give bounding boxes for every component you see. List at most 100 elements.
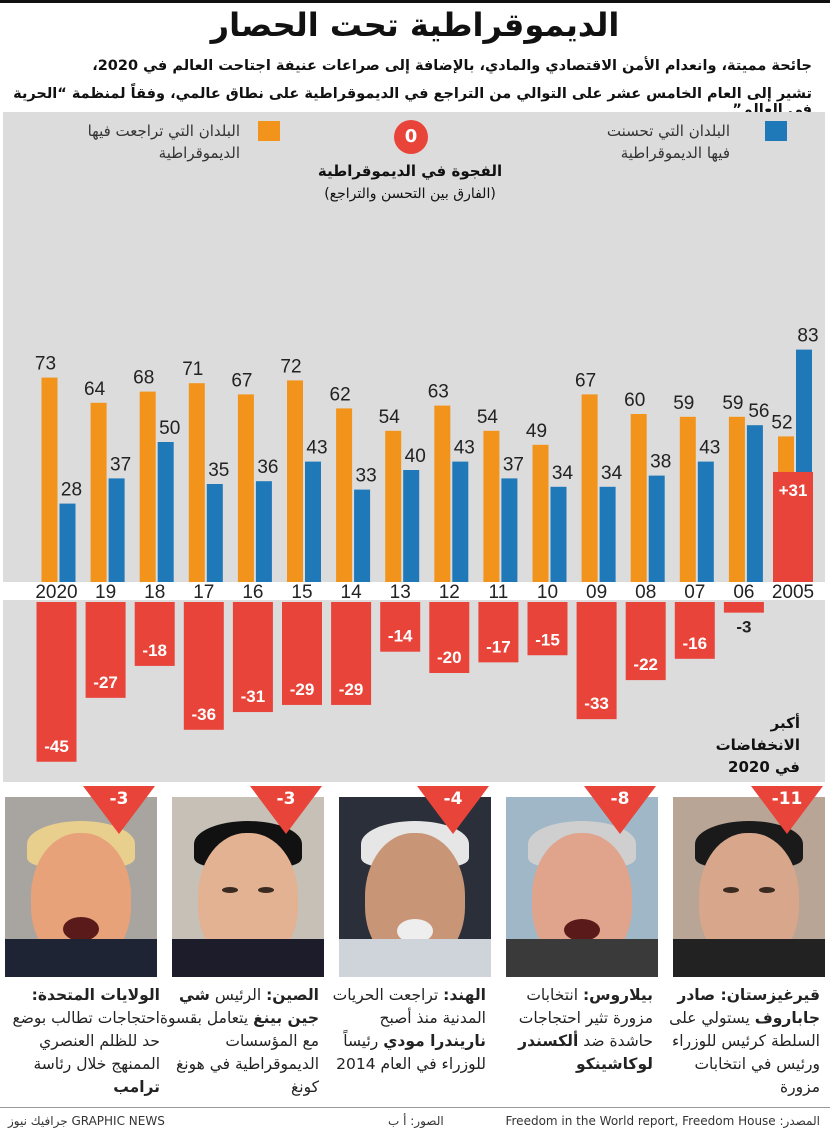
bar-declined [630,414,647,582]
suit-shape [339,939,491,977]
eye-shape [222,887,238,893]
bar-improved [501,478,518,582]
value-label-declined: 52 [771,412,792,433]
gap-label: 27- [93,673,118,692]
card-body-2: يتعامل بقسوة مع المؤسسات الديموقراطية في… [159,1009,319,1096]
badge-triangle [83,786,155,834]
value-label-declined: 67 [231,370,252,391]
footer-photos: الصور: أ ب [388,1114,444,1128]
axis-strip [3,582,825,600]
card-body: تراجعت الحريات المدنية منذ أصبح [332,986,486,1027]
value-label-improved: 43 [306,438,327,459]
bar-declined [139,391,156,582]
value-label-improved: 33 [356,466,377,487]
value-label-declined: 60 [624,390,645,411]
bar-declined [41,377,58,582]
x-tick-label: 15 [291,582,312,603]
gap-label: 17- [486,637,511,656]
x-tick-label: 07 [684,582,705,603]
bar-declined [581,394,598,582]
value-label-improved: 36 [257,457,278,478]
gap-label: 18- [142,641,167,660]
card-body: احتجاجات تطالب بوضع حد للظلم العنصري الم… [12,1009,160,1073]
bar-declined [483,430,500,582]
photo-china [172,797,324,977]
value-label-declined: 49 [526,421,547,442]
card-name: ناريندرا مودي [383,1032,486,1050]
bar-improved [206,484,223,582]
card-lead: الولايات المتحدة: [31,986,160,1004]
x-tick-label: 10 [537,582,558,603]
bar-improved [108,478,125,582]
bar-improved [255,481,272,582]
subtitle-line-1: جائحة مميتة، وانعدام الأمن الاقتصادي وال… [92,58,812,74]
card-text-usa: الولايات المتحدة: احتجاجات تطالب بوضع حد… [0,984,160,1099]
footer-source: المصدر: Freedom in the World report, Fre… [505,1114,820,1128]
legend-swatch-declined [258,121,280,141]
gap-label: 3- [736,618,751,637]
value-label-improved: 43 [699,438,720,459]
value-label-declined: 68 [133,368,154,389]
value-label-improved: 38 [650,452,671,473]
card-lead: الهند: [443,986,486,1004]
value-label-declined: 73 [35,354,56,375]
bar-declined [434,405,451,582]
bar-gap [331,602,372,705]
bar-improved [648,475,665,582]
value-label-improved: 35 [208,460,229,481]
card-text-india: الهند: تراجعت الحريات المدنية منذ أصبح ن… [326,984,486,1076]
bar-declined [287,380,303,582]
bar-gap [134,602,175,666]
x-tick-label: 17 [193,582,214,603]
bar-gap [429,602,470,673]
bar-improved [354,489,371,582]
value-label-declined: 54 [379,407,401,428]
suit-shape [506,939,658,977]
bar-gap [232,602,273,713]
x-tick-label: 19 [95,582,116,603]
eye-shape [258,887,274,893]
card-body: انتخابات مزورة تثير احتجاجات حاشدة ضد [518,986,653,1050]
value-label-declined: 54 [477,407,499,428]
value-label-declined: 67 [575,370,596,391]
bar-declined [336,408,353,582]
value-label-declined: 64 [84,379,106,400]
legend-declined: البلدان التي تراجعت فيها الديموقراطية [87,122,240,162]
bar-improved [452,461,469,582]
bar-declined [188,383,205,582]
x-tick-label: 2005 [772,582,814,603]
value-label-improved: 40 [405,446,426,467]
mouth-shape [564,919,600,941]
gap-label: 16- [683,634,708,653]
bar-declined [679,416,696,582]
legend-swatch-improved [765,121,787,141]
footer-rule [0,1107,830,1108]
value-label-improved: 34 [552,463,574,484]
gap-label: 22- [633,655,658,674]
x-tick-label: 13 [390,582,411,603]
card-badge-belarus: 8- [610,789,630,809]
value-label-improved: 28 [61,480,82,501]
x-tick-label: 12 [439,582,460,603]
bar-gap [773,471,813,582]
bar-improved [403,470,420,582]
bar-declined [385,430,402,582]
card-text-belarus: بيلاروس: انتخابات مزورة تثير احتجاجات حا… [493,984,653,1076]
gap-label: 29- [290,680,315,699]
card-lead: بيلاروس: [582,986,653,1004]
card-badge-usa: 3- [109,789,129,809]
value-label-improved: 34 [601,463,623,484]
card-text-china: الصين: الرئيس شي جين بينغ يتعامل بقسوة م… [159,984,319,1099]
largest-declines-label: أكبر الانخفاضات في 2020 [715,714,800,776]
bar-gap [380,602,421,652]
bar-gap [723,602,764,613]
x-tick-label: 2020 [35,582,77,603]
gap-label: 31- [241,687,266,706]
card-lead: الصين: [266,986,319,1004]
bar-improved [697,461,714,582]
bar-improved [59,503,76,582]
gap-label: 33- [584,694,609,713]
eye-shape [723,887,739,893]
x-tick-label: 18 [144,582,165,603]
bar-improved [746,425,763,582]
